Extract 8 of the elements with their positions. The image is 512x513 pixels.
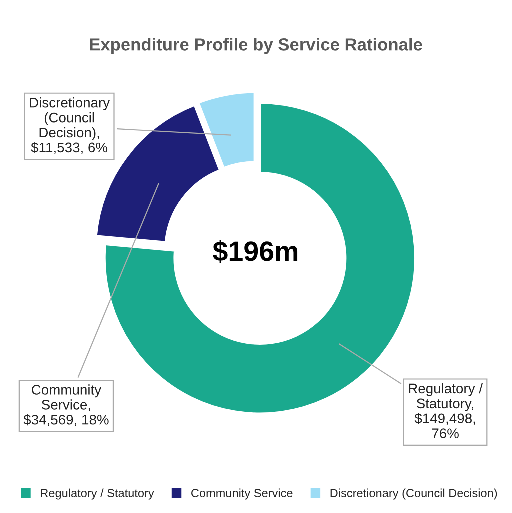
data-label: Discretionary (Council Decision), $11,533, 6% (30, 98, 110, 154)
chart-title: Expenditure Profile by Service Rationale (90, 38, 422, 54)
legend-label: Regulatory / Statutory (41, 488, 154, 500)
text: $196m (213, 240, 298, 264)
legend-label: Community Service (192, 488, 293, 500)
data-label: Community Service, $34,569, 18% (24, 384, 109, 426)
data-label: Regulatory / Statutory, $149,498, 76% (409, 383, 483, 439)
legend-label: Discretionary (Council Decision) (330, 488, 498, 500)
